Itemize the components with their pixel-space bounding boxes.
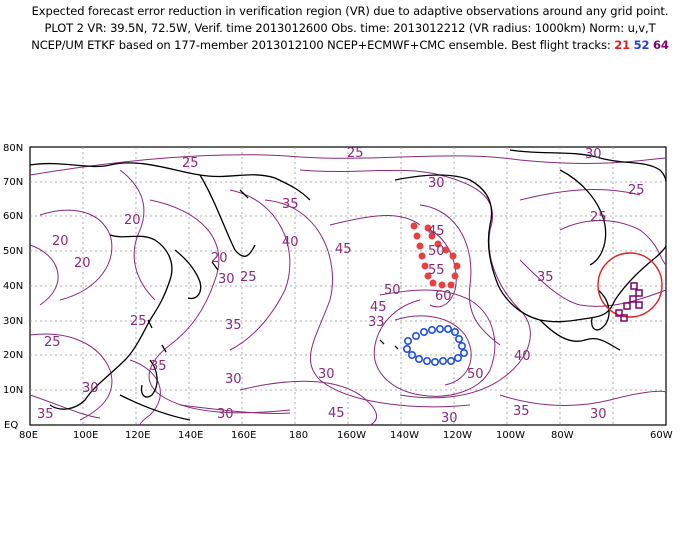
lat-tick: 10N bbox=[3, 385, 23, 396]
contour-label: 50 bbox=[428, 244, 445, 259]
contour-label: 30 bbox=[82, 381, 99, 396]
lat-tick: 80N bbox=[3, 143, 23, 154]
contour-label: 25 bbox=[628, 183, 645, 198]
contour-label: 30 bbox=[590, 407, 607, 422]
contour-labels: 25 25 30 30 35 20 20 20 40 45 30 25 20 3… bbox=[37, 146, 645, 426]
lat-tick: 30N bbox=[3, 316, 23, 327]
latitude-tick-labels: EQ 10N 20N 30N 40N 50N 60N 70N 80N bbox=[3, 143, 23, 431]
lat-tick: 60N bbox=[3, 211, 23, 222]
longitude-tick-labels: 80E 100E 120E 140E 160E 180 160W 140W 12… bbox=[19, 430, 673, 441]
contour-label: 40 bbox=[282, 235, 299, 250]
contour-label: 20 bbox=[52, 234, 69, 249]
contour-label: 25 bbox=[44, 335, 61, 350]
contour-label: 35 bbox=[537, 270, 554, 285]
contour-label: 30 bbox=[218, 272, 235, 287]
lon-tick: 60W bbox=[650, 430, 673, 441]
contour-label: 45 bbox=[370, 300, 387, 315]
contour-label: 30 bbox=[428, 176, 445, 191]
lon-tick: 120W bbox=[443, 430, 472, 441]
title-line-1: Expected forecast error reduction in ver… bbox=[31, 4, 669, 18]
lon-tick: 160W bbox=[337, 430, 366, 441]
contour-label: 35 bbox=[150, 359, 167, 374]
contour-label: 35 bbox=[282, 197, 299, 212]
contour-label: 20 bbox=[74, 256, 91, 271]
contour-label: 30 bbox=[225, 372, 242, 387]
contour-label: 25 bbox=[182, 156, 199, 171]
flight-track-21 bbox=[410, 222, 461, 289]
contour-label: 50 bbox=[384, 283, 401, 298]
lon-tick: 80E bbox=[19, 430, 38, 441]
lon-tick: 140W bbox=[390, 430, 419, 441]
graticule bbox=[30, 147, 666, 425]
lon-tick: 180 bbox=[289, 430, 308, 441]
contour-label: 30 bbox=[217, 407, 234, 422]
title-line-2: PLOT 2 VR: 39.5N, 72.5W, Verif. time 201… bbox=[44, 21, 656, 35]
contour-label: 25 bbox=[240, 270, 257, 285]
contour-label: 30 bbox=[318, 367, 335, 382]
lat-tick: 50N bbox=[3, 246, 23, 257]
lon-tick: 80W bbox=[551, 430, 574, 441]
contour-label: 55 bbox=[428, 263, 445, 278]
title-line-3: NCEP/UM ETKF based on 177-member 2013012… bbox=[0, 38, 700, 52]
lon-tick: 100E bbox=[73, 430, 98, 441]
track-label-52: 52 bbox=[633, 38, 650, 52]
contour-label: 30 bbox=[441, 411, 458, 426]
contour-label: 30 bbox=[585, 147, 602, 162]
lon-tick: 140E bbox=[178, 430, 203, 441]
contour-label: 25 bbox=[590, 210, 607, 225]
verification-region-circle bbox=[597, 252, 663, 318]
flight-track-52 bbox=[402, 324, 468, 366]
contour-label: 50 bbox=[467, 367, 484, 382]
contour-label: 45 bbox=[328, 406, 345, 421]
track-label-21: 21 bbox=[614, 38, 631, 52]
lon-tick: 120E bbox=[125, 430, 150, 441]
contour-label: 35 bbox=[37, 407, 54, 422]
contour-label: 60 bbox=[435, 289, 452, 304]
contour-label: 20 bbox=[211, 251, 228, 266]
lat-tick: 70N bbox=[3, 177, 23, 188]
error-reduction-contours bbox=[29, 154, 667, 426]
lat-tick: 20N bbox=[3, 350, 23, 361]
flight-track-64 bbox=[615, 282, 643, 322]
lon-tick: 160E bbox=[231, 430, 256, 441]
contour-label: 35 bbox=[225, 318, 242, 333]
contour-label: 45 bbox=[428, 224, 445, 239]
contour-label: 45 bbox=[335, 242, 352, 257]
contour-label: 40 bbox=[514, 349, 531, 364]
contour-label: 25 bbox=[347, 146, 364, 161]
contour-label: 35 bbox=[513, 404, 530, 419]
lon-tick: 100W bbox=[496, 430, 525, 441]
contour-label: 33 bbox=[368, 315, 385, 330]
track-label-64: 64 bbox=[652, 38, 669, 52]
title-line-3-text: NCEP/UM ETKF based on 177-member 2013012… bbox=[31, 38, 611, 52]
lat-tick: 40N bbox=[3, 281, 23, 292]
lat-tick: EQ bbox=[4, 420, 18, 431]
coastlines bbox=[29, 149, 667, 421]
contour-label: 20 bbox=[124, 213, 141, 228]
contour-label: 25 bbox=[130, 314, 147, 329]
